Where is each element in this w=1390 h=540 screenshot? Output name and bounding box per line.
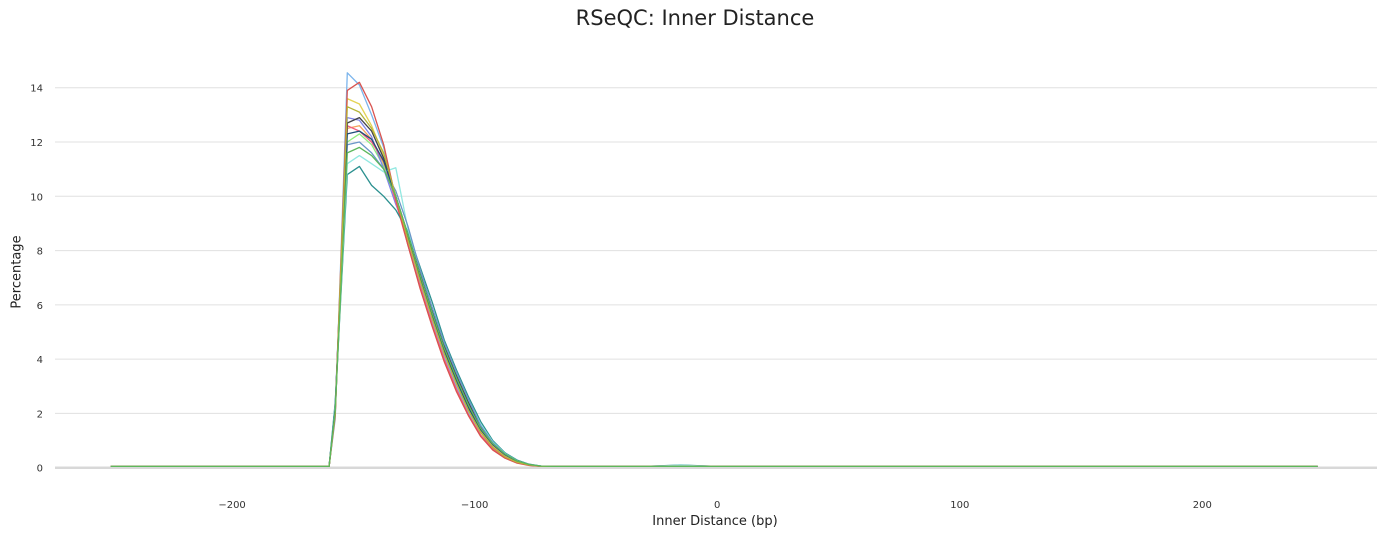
y-tick-label: 8 (37, 247, 43, 258)
x-tick-label: −100 (461, 500, 488, 511)
chart-title: RSeQC: Inner Distance (575, 6, 815, 30)
x-tick-label: 0 (714, 500, 720, 511)
y-tick-label: 0 (37, 464, 43, 475)
series-line-4 (110, 133, 1318, 468)
series-layer (110, 72, 1318, 468)
y-tick-labels: 0 2 4 6 8 10 12 14 (30, 84, 43, 475)
y-tick-label: 14 (30, 84, 43, 95)
series-line-13 (110, 106, 1318, 468)
series-line-3 (110, 125, 1318, 468)
x-tick-label: 100 (950, 500, 969, 511)
x-axis-label: Inner Distance (bp) (652, 514, 778, 529)
y-tick-label: 12 (30, 138, 43, 149)
x-tick-labels: −200 −100 0 100 200 (218, 500, 1212, 511)
series-line-6 (110, 125, 1318, 468)
y-tick-label: 4 (37, 355, 43, 366)
series-line-14 (110, 146, 1318, 468)
series-line-2 (110, 97, 1318, 468)
x-tick-label: −200 (218, 500, 245, 511)
series-line-8 (110, 165, 1318, 468)
grid-layer (55, 87, 1377, 469)
x-tick-label: 200 (1193, 500, 1212, 511)
series-line-10 (110, 141, 1318, 468)
series-line-11 (110, 130, 1318, 468)
series-line-9 (110, 154, 1318, 468)
y-tick-label: 10 (30, 192, 43, 203)
series-line-12 (110, 81, 1318, 468)
y-tick-label: 2 (37, 409, 43, 420)
y-tick-label: 6 (37, 301, 43, 312)
series-line-7 (110, 116, 1318, 468)
series-line-5 (110, 116, 1318, 468)
y-axis-label: Percentage (9, 235, 25, 309)
series-line-1 (110, 72, 1318, 468)
